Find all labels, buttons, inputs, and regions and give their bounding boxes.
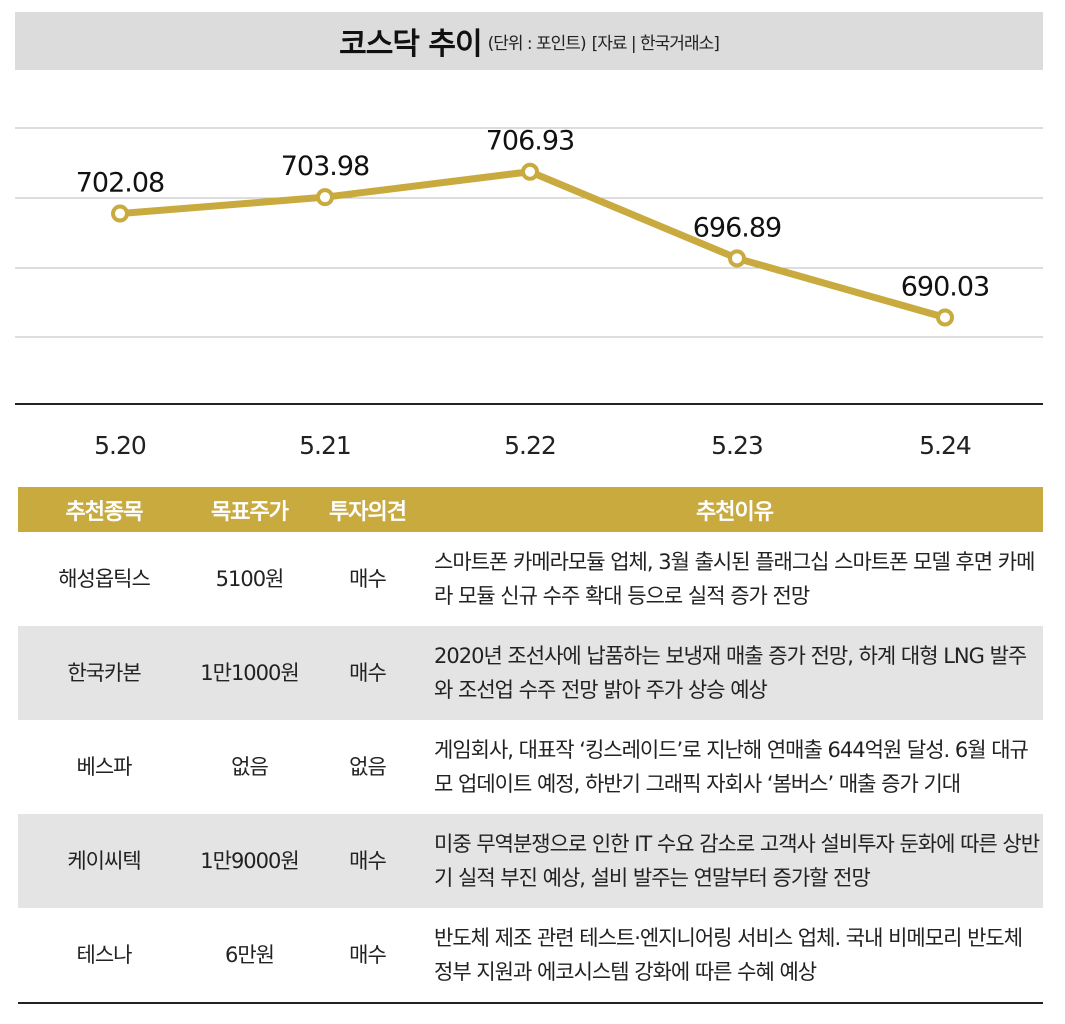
stock-cell: 해성옵틱스	[58, 567, 151, 591]
stock-cell: 한국카본	[18, 626, 190, 720]
x-tick-label: 5.23	[711, 431, 763, 460]
data-label: 696.89	[693, 212, 781, 243]
reason-cell: 미중 무역분쟁으로 인한 IT 수요 감소로 고객사 설비투자 둔화에 따른 상…	[426, 814, 1043, 908]
opinion-cell: 매수	[309, 814, 426, 908]
opinion-cell: 없음	[349, 755, 387, 779]
data-label: 706.93	[486, 126, 574, 157]
header-stock: 추천종목	[18, 487, 190, 532]
reason-cell: 게임회사, 대표작 ‘킹스레이드’로 지난해 연매출 644억원 달성. 6월 …	[434, 738, 1029, 796]
table-row: 테스나 6만원 매수 반도체 제조 관련 테스트·엔지니어링 서비스 업체. 국내 비…	[18, 908, 1043, 1004]
data-point	[936, 308, 954, 327]
line-chart: 702.08 5.20 703.98 5.21 706.93 5.22 696.89 5.23…	[15, 126, 1043, 460]
data-point	[111, 204, 129, 223]
source-label: [자료 | 한국거래소]	[591, 33, 720, 54]
data-point	[728, 249, 746, 268]
header-opinion: 투자의견	[309, 487, 426, 532]
stock-cell: 케이씨텍	[18, 814, 190, 908]
chart-title: 코스닥 추이	[339, 27, 482, 62]
reason-cell: 반도체 제조 관련 테스트·엔지니어링 서비스 업체. 국내 비메모리 반도체 …	[426, 908, 1043, 1004]
table-row: 베스파 없음 없음 게임회사, 대표작 ‘킹스레이드’로 지난해 연매출 644억원 …	[18, 720, 1043, 814]
data-point	[316, 188, 334, 207]
stock-cell: 베스파	[76, 755, 133, 779]
target-price-cell: 5100원	[215, 567, 285, 591]
x-tick-label: 5.22	[504, 431, 556, 460]
table-row: 해성옵틱스 5100원 매수 스마트폰 카메라모듈 업체, 3월 출시된 플래그십 스…	[18, 532, 1043, 626]
opinion-cell: 매수	[349, 567, 387, 591]
data-label: 702.08	[76, 168, 164, 199]
x-tick-label: 5.20	[94, 431, 146, 460]
stock-cell: 테스나	[18, 908, 190, 1004]
reason-cell: 2020년 조선사에 납품하는 보냉재 매출 증가 전망, 하계 대형 LNG …	[426, 626, 1043, 720]
header-reason: 추천이유	[426, 487, 1043, 532]
x-tick-label: 5.24	[919, 431, 971, 460]
table-row: 케이씨텍 1만9000원 매수 미중 무역분쟁으로 인한 IT 수요 감소로 고객사 …	[18, 814, 1043, 908]
target-price-cell: 없음	[231, 755, 269, 779]
target-price-cell: 1만1000원	[190, 626, 309, 720]
target-price-cell: 1만9000원	[190, 814, 309, 908]
unit-label: (단위 : 포인트)	[487, 33, 587, 54]
opinion-cell: 매수	[309, 908, 426, 1004]
opinion-cell: 매수	[309, 626, 426, 720]
header-target: 목표주가	[190, 487, 309, 532]
recommendation-table: 추천종목 목표주가 투자의견 추천이유 해성옵틱스 5100원 매수 스마트폰 카메라…	[18, 487, 1043, 1004]
reason-cell: 스마트폰 카메라모듈 업체, 3월 출시된 플래그십 스마트폰 모델 후면 카메…	[434, 550, 1035, 608]
series-line	[119, 168, 946, 321]
title-band: 코스닥 추이 (단위 : 포인트) [자료 | 한국거래소]	[15, 12, 1043, 70]
data-point	[521, 162, 539, 181]
data-label: 690.03	[901, 271, 989, 302]
target-price-cell: 6만원	[190, 908, 309, 1004]
data-label: 703.98	[281, 151, 369, 182]
table-row: 한국카본 1만1000원 매수 2020년 조선사에 납품하는 보냉재 매출 증가 전…	[18, 626, 1043, 720]
x-tick-label: 5.21	[299, 431, 351, 460]
